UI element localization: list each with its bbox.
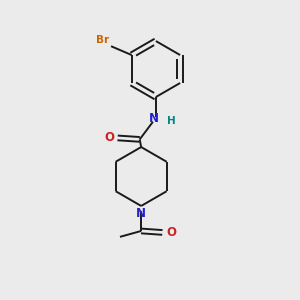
Text: H: H	[167, 116, 176, 126]
Text: Br: Br	[97, 35, 110, 45]
Text: N: N	[148, 112, 158, 125]
Text: O: O	[166, 226, 176, 239]
Text: N: N	[136, 207, 146, 220]
Text: O: O	[104, 131, 114, 144]
